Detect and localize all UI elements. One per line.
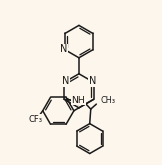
Text: CF₃: CF₃	[29, 115, 42, 124]
Text: N: N	[60, 44, 68, 54]
Text: N: N	[89, 76, 96, 86]
Text: NH: NH	[71, 96, 85, 105]
Text: N: N	[62, 76, 69, 86]
Text: CH₃: CH₃	[100, 96, 115, 105]
